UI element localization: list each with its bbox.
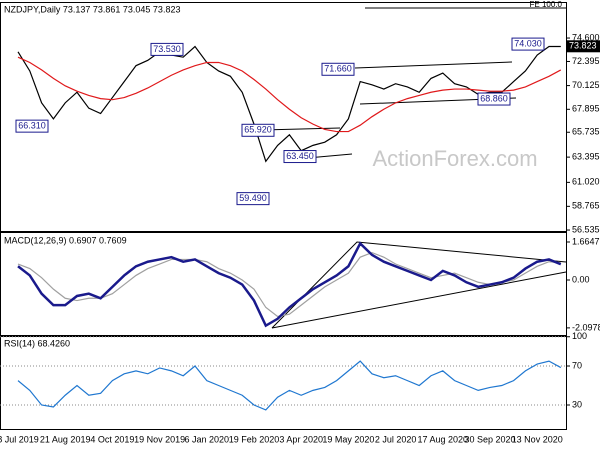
y-tick-label: 65.735 <box>572 127 600 137</box>
y-tick-label: 30 <box>572 399 582 409</box>
series-line <box>17 241 562 328</box>
x-tick-label: 19 Nov 2019 <box>134 434 185 444</box>
y-tick-label: 61.020 <box>572 177 600 187</box>
x-tick-label: 2 Jul 2020 <box>375 434 417 444</box>
macd-title: MACD(12,26,9) 0.6907 0.7609 <box>4 235 127 245</box>
rsi-panel <box>0 336 567 430</box>
y-tick-label: -2.0978 <box>572 322 600 332</box>
y-tick-label: 70.125 <box>572 80 600 90</box>
channel-top <box>354 61 513 69</box>
x-tick-label: 3 Apr 2020 <box>279 434 323 444</box>
series-line <box>17 251 561 318</box>
annotation-label: 74.030 <box>514 38 542 48</box>
macd-lower-line <box>271 271 567 329</box>
annotation-label: 71.660 <box>324 64 352 74</box>
price-title: NZDJPY,Daily 73.137 73.861 73.045 73.823 <box>4 4 180 14</box>
watermark: ActionForex.com <box>372 146 537 171</box>
annotation-box <box>150 42 184 56</box>
price-tag-label: 73.823 <box>569 41 597 51</box>
x-tick-label: 19 Feb 2020 <box>229 434 280 444</box>
annotation-label: 73.530 <box>153 44 181 54</box>
x-tick-label: 8 Jul 2019 <box>0 434 39 444</box>
x-tick-label: 17 Aug 2020 <box>418 434 469 444</box>
annotation-label: 63.450 <box>286 151 314 161</box>
x-tick-label: 4 Oct 2019 <box>90 434 134 444</box>
y-tick-label: 58.765 <box>572 201 600 211</box>
y-tick-label: 56.535 <box>572 224 600 234</box>
annotation-label: 68.860 <box>480 93 508 103</box>
y-tick-label: 70 <box>572 360 582 370</box>
x-tick-label: 6 Jan 2020 <box>185 434 230 444</box>
fe-label: FE 100.0 <box>530 0 563 9</box>
x-tick-label: 13 Nov 2020 <box>512 434 563 444</box>
annotation-label: 65.920 <box>244 125 272 135</box>
annotation-box <box>283 150 317 164</box>
y-tick-label: 67.895 <box>572 104 600 114</box>
x-tick-label: 19 May 2020 <box>322 434 374 444</box>
price-panel <box>0 2 567 232</box>
series-line <box>17 360 562 411</box>
annotation-box <box>477 92 511 106</box>
macd-panel <box>0 232 567 336</box>
y-tick-label: 72.395 <box>572 56 600 66</box>
annotation-box <box>241 123 275 137</box>
series-line <box>17 56 562 133</box>
annotation-label: 66.310 <box>18 121 46 131</box>
rsi-title: RSI(14) 68.4260 <box>4 338 70 348</box>
range-top <box>261 127 341 131</box>
y-tick-label: 74.600 <box>572 32 600 42</box>
annotation-box <box>321 62 355 76</box>
price-tag <box>567 40 600 53</box>
x-tick-label: 30 Sep 2020 <box>464 434 515 444</box>
y-tick-label: 1.6647 <box>572 236 600 246</box>
annotation-box <box>236 192 270 206</box>
annotation-box <box>511 37 545 51</box>
y-tick-label: 0.00 <box>572 274 590 284</box>
x-tick-label: 21 Aug 2019 <box>40 434 91 444</box>
annotation-label: 59.490 <box>239 193 267 203</box>
y-tick-label: 63.395 <box>572 151 600 161</box>
annotation-box <box>15 119 49 133</box>
y-tick-label: 100 <box>572 331 587 341</box>
